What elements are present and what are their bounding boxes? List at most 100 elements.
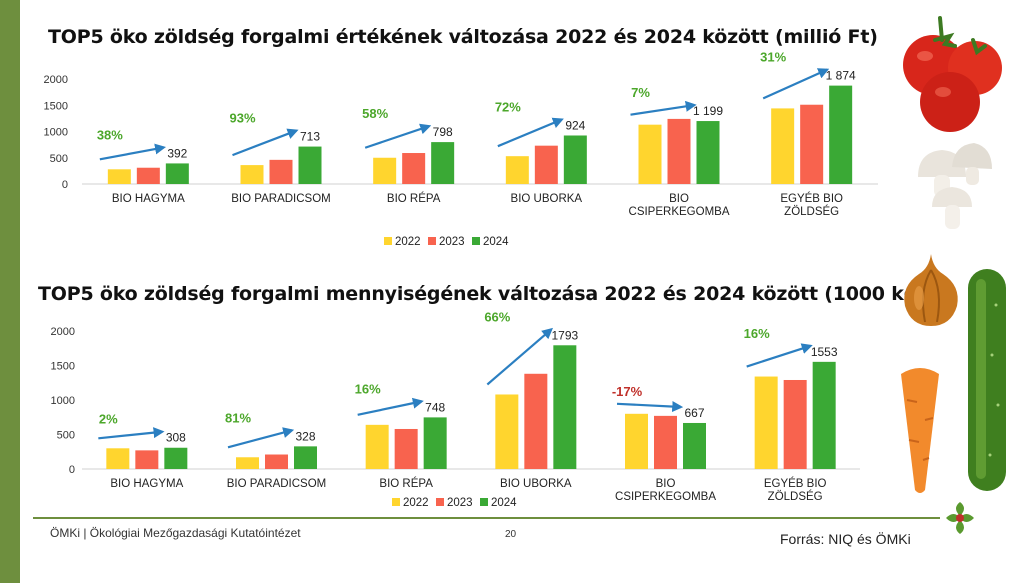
bar-2024 — [696, 121, 720, 184]
category-label: ZÖLDSÉG — [768, 490, 823, 503]
bar-2023 — [136, 167, 160, 184]
legend-swatch-2024 — [480, 498, 488, 506]
data-label: 1 199 — [693, 104, 723, 118]
bar-2023 — [135, 450, 159, 469]
category-label: BIO HAGYMA — [110, 478, 183, 490]
legend-label-2023: 2023 — [447, 497, 473, 509]
change-percent-label: 58% — [362, 106, 388, 121]
legend-swatch-2024 — [472, 237, 480, 245]
bar-2022 — [240, 165, 264, 184]
change-percent-label: 7% — [631, 85, 650, 100]
category-label: BIO RÉPA — [387, 192, 441, 205]
change-arrow — [99, 143, 166, 161]
bar-2024 — [165, 163, 189, 184]
y-tick-label: 0 — [69, 464, 75, 476]
bar-2023 — [534, 145, 558, 184]
bar-2024 — [164, 447, 188, 469]
change-arrow — [357, 397, 424, 416]
bar-2023 — [269, 159, 293, 184]
chart-value: 0 500 1000 1500 2000 392 38% BIO HAGYMA 713 93% BI… — [44, 50, 878, 248]
y-tick-label: 0 — [62, 179, 68, 191]
bar-2024 — [298, 146, 322, 184]
chart-title-value: TOP5 öko zöldség forgalmi értékének vált… — [48, 26, 878, 48]
change-arrow — [616, 401, 684, 413]
bar-2023 — [654, 415, 677, 469]
change-percent-label: 66% — [484, 309, 510, 324]
change-arrow — [497, 117, 564, 148]
bar-2023 — [394, 428, 418, 469]
change-percent-label: 16% — [744, 326, 770, 341]
change-percent-label: 93% — [229, 111, 255, 126]
change-arrow — [227, 427, 295, 449]
bar-2022 — [107, 169, 131, 184]
category-label: BIO HAGYMA — [112, 193, 185, 205]
bar-2024 — [294, 446, 317, 469]
footer-divider — [33, 517, 940, 519]
change-arrow — [746, 343, 813, 368]
change-arrow — [630, 100, 697, 116]
change-arrow — [762, 68, 830, 100]
bar-2024 — [683, 422, 706, 469]
bar-2022 — [495, 394, 519, 469]
bar-2024 — [553, 345, 577, 469]
data-label: 798 — [433, 125, 453, 139]
category-label: EGYÉB BIO — [780, 192, 843, 205]
page-number: 20 — [505, 529, 517, 540]
category-label: BIO PARADICSOM — [231, 193, 330, 205]
bar-2022 — [754, 376, 778, 469]
change-percent-label: -17% — [612, 384, 643, 399]
bar-2023 — [800, 104, 824, 184]
category-label: EGYÉB BIO — [764, 477, 827, 490]
legend-swatch-2023 — [428, 237, 436, 245]
bar-2022 — [106, 448, 130, 469]
y-tick-label: 1000 — [51, 395, 75, 407]
data-label: 924 — [565, 118, 585, 132]
cucumber-icon — [968, 269, 1006, 491]
y-tick-label: 2000 — [44, 74, 68, 86]
data-label: 1793 — [551, 328, 578, 342]
bar-2022 — [771, 108, 795, 184]
chart-title-quantity: TOP5 öko zöldség forgalmi mennyiségének … — [38, 283, 926, 305]
bar-2023 — [667, 118, 691, 184]
y-tick-label: 2000 — [51, 326, 75, 338]
data-label: 308 — [166, 431, 186, 445]
y-tick-label: 1000 — [44, 127, 68, 139]
bar-2024 — [431, 142, 455, 184]
change-percent-label: 2% — [99, 412, 118, 427]
category-label: CSIPERKEGOMBA — [615, 491, 716, 503]
data-label: 748 — [425, 400, 445, 414]
change-percent-label: 38% — [97, 127, 123, 142]
onion-icon — [904, 254, 958, 326]
bar-2022 — [365, 424, 389, 469]
legend-label-2022: 2022 — [403, 497, 429, 509]
bar-2022 — [236, 457, 259, 469]
bar-2022 — [638, 124, 662, 184]
mushroom-icon — [918, 143, 992, 229]
omki-logo-icon — [946, 502, 974, 534]
bar-2024 — [563, 135, 587, 184]
data-label: 713 — [300, 130, 320, 144]
bar-2023 — [402, 153, 426, 184]
legend-label-2022: 2022 — [395, 236, 421, 248]
change-percent-label: 16% — [355, 381, 381, 396]
category-label: BIO UBORKA — [500, 478, 572, 490]
change-arrow — [98, 427, 165, 440]
data-label: 667 — [684, 406, 704, 420]
carrot-icon — [901, 368, 939, 493]
bar-2022 — [373, 157, 397, 184]
bar-2022 — [505, 156, 529, 184]
y-tick-label: 1500 — [51, 361, 75, 373]
chart-quantity: 0 500 1000 1500 2000 308 2% BIO HAGYMA 328 81% BIO… — [51, 309, 860, 509]
y-tick-label: 1500 — [44, 100, 68, 112]
y-tick-label: 500 — [57, 430, 75, 442]
data-label: 1553 — [811, 345, 838, 359]
change-percent-label: 31% — [760, 50, 786, 65]
footer-source: Forrás: NIQ és ÖMKi — [780, 531, 911, 547]
tomato-icon — [903, 16, 1002, 132]
bar-2024 — [812, 361, 836, 469]
change-percent-label: 72% — [495, 99, 521, 114]
bar-2024 — [423, 417, 447, 469]
legend-swatch-2022 — [384, 237, 392, 245]
legend-swatch-2023 — [436, 498, 444, 506]
data-label: 1 874 — [826, 69, 856, 83]
